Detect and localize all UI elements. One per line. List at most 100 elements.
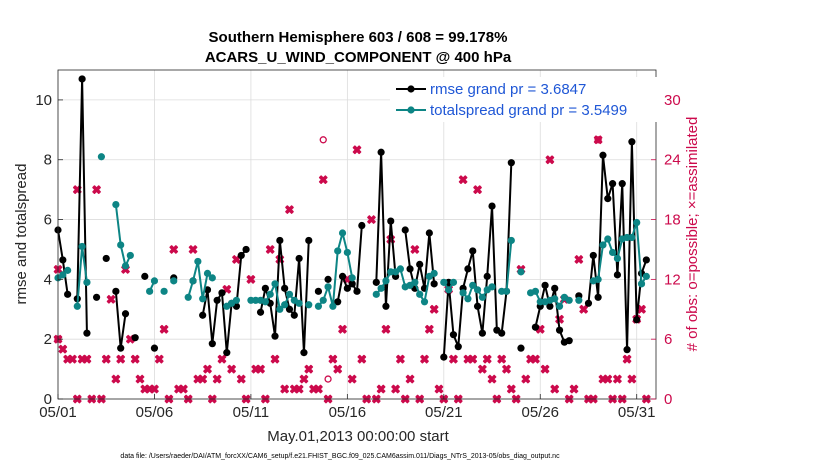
assimilated-count-marker [420,354,429,364]
assimilated-count-marker [314,384,323,394]
totalspread-point [78,242,86,251]
rmse-point [430,280,438,288]
rmse-point [121,310,130,318]
totalspread-point [73,302,81,310]
rmse-point [218,289,226,297]
rmse-point [589,251,597,260]
axis-ticks: 05/01 05/06 05/11 05/16 05/21 05/26 05/3102468… [35,92,680,421]
totalspread-point [613,254,622,263]
assimilated-count-marker [169,245,179,254]
rmse-point [199,311,207,319]
totalspread-point [502,287,511,295]
x-tick-label: 05/26 [521,404,559,421]
totalspread-point [83,278,91,286]
y2-tick-label: 30 [664,92,681,109]
totalspread-point [459,289,467,297]
totalspread-point [531,287,540,295]
totalspread-point [348,274,356,282]
rmse-point [92,293,101,301]
totalspread-point [343,248,351,257]
rmse-point [642,256,650,264]
rmse-point [377,148,385,156]
rmse-point [102,254,110,263]
assimilated-count-marker [357,354,367,364]
totalspread-point [295,299,303,307]
assimilated-count-marker [106,294,116,304]
rmse-point [271,332,279,340]
totalspread-point [285,290,294,298]
rmse-point [387,217,395,225]
legend-box [390,77,658,122]
rmse-point [223,349,231,357]
assimilated-count-marker [150,384,159,394]
totalspread-point [112,200,120,209]
totalspread-point [281,301,289,309]
rmse-point [64,290,72,298]
rmse-point [295,254,303,263]
assimilated-count-marker [410,245,420,254]
assimilated-count-marker [318,175,328,185]
possible-count-marker [319,136,327,144]
assimilated-count-marker [212,374,222,384]
totalspread-point [416,290,424,298]
totalspread-point [208,274,216,282]
rmse-point [498,329,506,337]
assimilated-count-marker [574,255,584,264]
legend-spread-marker [407,106,415,114]
y2-tick-label: 0 [664,391,672,408]
rmse-point [594,293,602,301]
totalspread-point [473,286,482,294]
assimilated-count-marker [82,354,92,364]
rmse-point [425,229,433,237]
totalspread-point [324,283,332,291]
rmse-point [141,272,149,280]
rmse-point [416,260,424,269]
assimilated-count-marker [285,205,294,214]
rmse-point [478,329,486,337]
totalspread-point [599,241,607,249]
legend-rmse-label: rmse grand pr = 3.6847 [430,81,586,98]
totalspread-point [97,153,106,161]
y2-tick-label: 24 [664,152,681,169]
assimilated-count-marker [396,354,405,364]
rmse-point [469,247,477,255]
assimilated-count-marker [111,374,121,384]
totalspread-point [396,265,405,273]
totalspread-point [604,235,612,243]
assimilated-count-marker [92,185,101,194]
assimilated-count-marker [429,304,439,314]
totalspread-point [64,266,72,274]
rmse-point [256,308,265,316]
rmse-point [59,256,67,264]
rmse-point [343,284,351,292]
totalspread-point [449,278,458,286]
y2-axis-label: # of obs: o=possible; ×=assimilated [684,117,701,352]
assimilated-count-marker [101,354,111,364]
totalspread-point [232,296,241,304]
totalspread-point [276,305,284,313]
assimilated-count-marker [236,374,246,384]
y2-tick-label: 18 [664,212,681,229]
totalspread-point [329,302,337,310]
y-tick-label: 0 [44,391,52,408]
rmse-point [131,334,139,342]
totalspread-line-segment [114,204,132,267]
assimilated-count-marker [434,384,444,394]
totalspread-point [469,281,477,289]
assimilated-count-marker [381,324,391,334]
x-tick-label: 05/31 [618,404,656,421]
rmse-point [208,340,216,348]
totalspread-point [203,269,212,277]
rmse-point [314,287,323,295]
totalspread-point [464,295,472,303]
rmse-point [623,346,631,354]
footer-data-file: data file: /Users/raeder/DAI/ATM_forcXX/… [120,453,560,460]
assimilated-count-marker [347,374,357,384]
series-lines [54,75,650,361]
assimilated-count-marker [637,304,646,314]
rmse-point [372,278,380,286]
rmse-point [305,236,313,245]
assimilated-count-marker [468,354,478,364]
totalspread-point [189,277,197,285]
assimilated-count-marker [506,384,516,394]
